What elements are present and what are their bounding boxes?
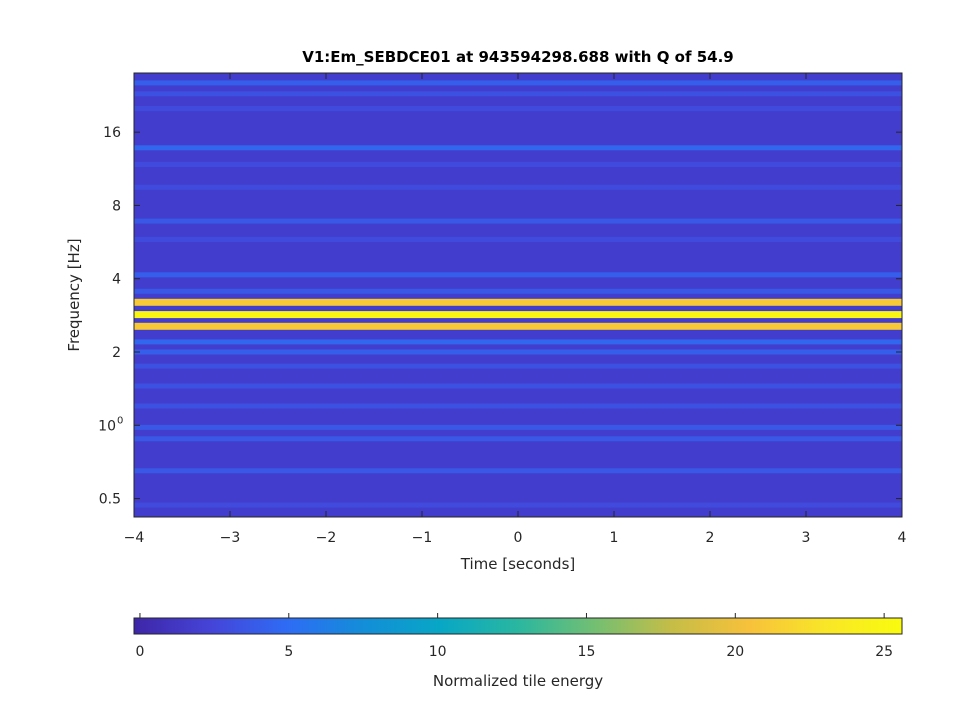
y-tick-label: 8: [112, 198, 121, 214]
colorbar-tick-label: 20: [726, 644, 744, 660]
heatmap-band: [134, 436, 902, 442]
chart-title: V1:Em_SEBDCE01 at 943594298.688 with Q o…: [302, 48, 734, 66]
colorbar-tick-label: 25: [875, 644, 893, 660]
heatmap-band: [134, 339, 902, 345]
heatmap-band: [134, 236, 902, 242]
x-axis-label: Time [seconds]: [460, 555, 576, 573]
colorbar: [133, 617, 903, 635]
heatmap-band: [134, 424, 902, 430]
y-tick-label: 4: [112, 272, 121, 288]
y-tick-label: 16: [103, 125, 121, 141]
y-tick-label: 2: [112, 345, 121, 361]
heatmap-band: [134, 288, 902, 294]
colorbar-label: Normalized tile energy: [433, 672, 603, 690]
heatmap-background: [134, 73, 902, 517]
y-axis-label: Frequency [Hz]: [65, 238, 83, 351]
heatmap-band: [134, 349, 902, 355]
y-tick-label: 10: [98, 418, 116, 434]
heatmap-band: [134, 272, 902, 278]
heatmap-band: [134, 363, 902, 369]
colorbar-tick-label: 10: [429, 644, 447, 660]
colorbar-tick-label: 15: [578, 644, 596, 660]
heatmap-band: [134, 145, 902, 151]
colorbar-axis: 0 5 10 15 20 25: [135, 613, 893, 660]
x-tick-label: 4: [898, 530, 907, 546]
heatmap-band: [134, 311, 902, 319]
colorbar-tick-label: 5: [284, 644, 293, 660]
heatmap-band: [134, 403, 902, 409]
heatmap-band: [134, 322, 902, 330]
x-tick-label: 2: [706, 530, 715, 546]
x-tick-label: −4: [124, 530, 145, 546]
x-tick-label: 0: [514, 530, 523, 546]
x-tick-label: 1: [610, 530, 619, 546]
heatmap-band: [134, 383, 902, 389]
heatmap-band: [134, 161, 902, 167]
heatmap-band: [134, 298, 902, 306]
x-axis: −4 −3 −2 −1 0 1 2 3 4: [124, 73, 907, 546]
heatmap-tiles: [134, 73, 902, 517]
heatmap-band: [134, 91, 902, 97]
heatmap-band: [134, 184, 902, 190]
y-tick-exponent: 0: [117, 415, 123, 426]
x-tick-label: 3: [802, 530, 811, 546]
heatmap-band: [134, 502, 902, 508]
heatmap-band: [134, 468, 902, 474]
x-tick-label: −3: [220, 530, 241, 546]
heatmap-band: [134, 80, 902, 86]
y-tick-label: 0.5: [99, 492, 121, 508]
colorbar-tick-label: 0: [135, 644, 144, 660]
x-tick-label: −2: [316, 530, 337, 546]
y-axis: 0.5 10 0 2 4 8 16: [98, 125, 902, 508]
x-tick-label: −1: [412, 530, 433, 546]
heatmap-band: [134, 218, 902, 224]
heatmap-band: [134, 106, 902, 112]
